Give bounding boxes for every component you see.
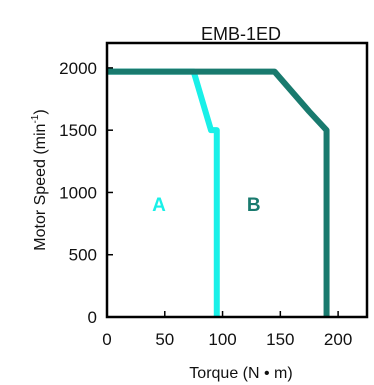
plot-area <box>105 41 369 319</box>
plot-frame <box>105 41 369 319</box>
y-axis-title-superscript: -1 <box>30 114 41 123</box>
chart-title: EMB-1ED <box>201 24 281 44</box>
x-tick-label: 100 <box>208 330 236 349</box>
region-label-a: A <box>152 195 166 216</box>
x-tick-label: 150 <box>266 330 294 349</box>
y-axis-title-close: ) <box>32 109 49 114</box>
y-tick-label: 1000 <box>59 183 97 202</box>
x-tick-label: 0 <box>102 330 111 349</box>
x-tick-label: 50 <box>155 330 174 349</box>
y-axis-title-main: Motor Speed (min <box>32 124 49 251</box>
y-tick-label: 0 <box>88 308 97 327</box>
series-line-b <box>107 68 330 317</box>
x-tick-label: 200 <box>324 330 352 349</box>
region-label-b: B <box>247 195 261 216</box>
y-tick-label: 2000 <box>59 59 97 78</box>
y-tick-label: 1500 <box>59 121 97 140</box>
series-layer <box>107 68 330 317</box>
x-axis-title: Torque (N • m) <box>189 365 292 382</box>
y-tick-label: 500 <box>69 246 97 265</box>
y-axis-title: Motor Speed (min-1) <box>30 109 49 250</box>
